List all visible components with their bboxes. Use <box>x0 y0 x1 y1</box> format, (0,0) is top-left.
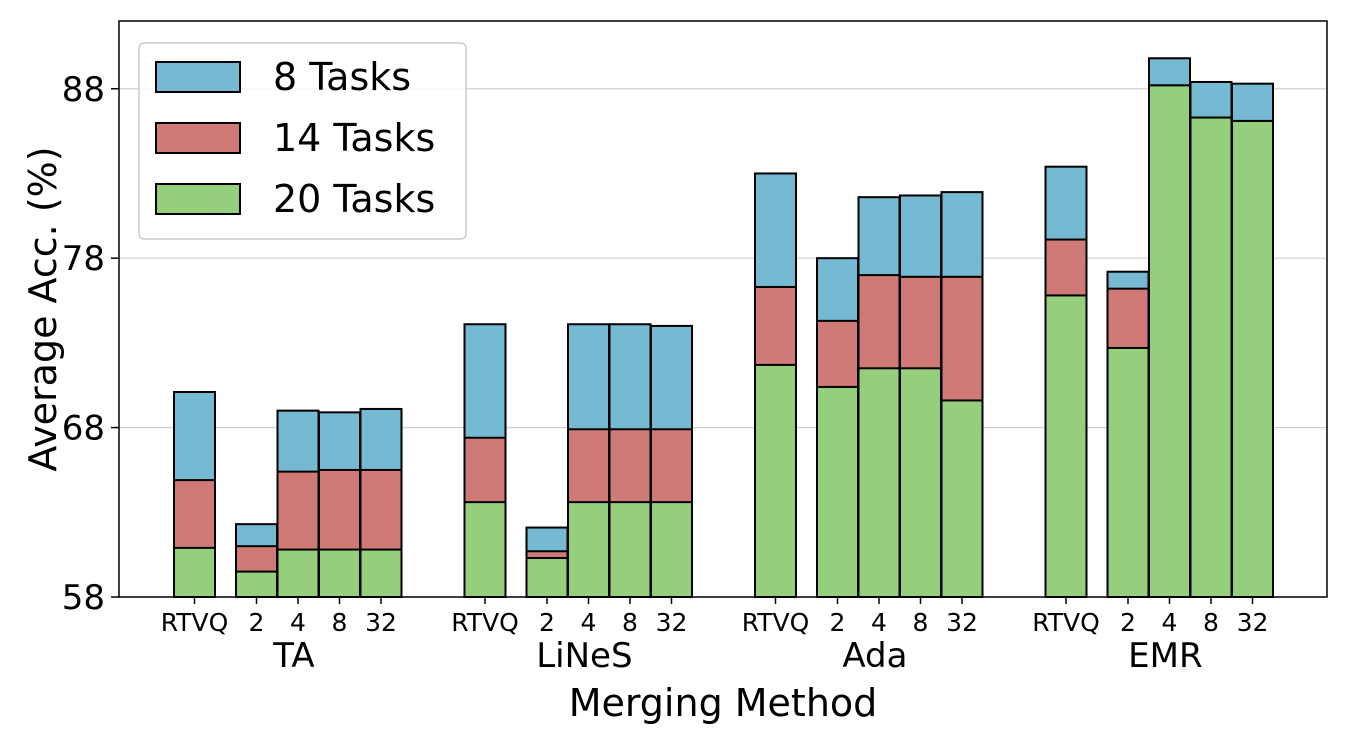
x-tick-label: 2 <box>1120 608 1136 637</box>
bar-group <box>463 323 693 599</box>
group-label: Ada <box>842 636 907 676</box>
y-tick-label: 78 <box>62 239 105 279</box>
group-label: EMR <box>1128 636 1202 676</box>
bar-20-tasks <box>857 367 901 599</box>
x-tick-label: RTVQ <box>742 608 810 637</box>
bar-20-tasks <box>235 570 278 599</box>
y-tick-label: 58 <box>62 578 105 618</box>
x-tick-label: 4 <box>581 608 597 637</box>
legend-entry: 8 Tasks <box>273 55 411 99</box>
legend-swatch <box>155 61 241 93</box>
x-tick-label: 32 <box>365 608 397 637</box>
legend-swatch <box>155 122 241 154</box>
bar-20-tasks <box>650 501 693 599</box>
group-label: LiNeS <box>536 636 632 676</box>
bar-20-tasks <box>1189 116 1233 599</box>
bar-20-tasks <box>1231 119 1274 598</box>
x-tick-label: 8 <box>1203 608 1219 637</box>
bar-20-tasks <box>276 548 320 598</box>
bar-20-tasks <box>173 546 216 599</box>
x-tick-label: 32 <box>946 608 978 637</box>
bar-20-tasks <box>567 501 610 599</box>
legend-swatch <box>155 183 241 215</box>
bar-20-tasks <box>754 363 797 598</box>
x-tick-label: RTVQ <box>161 608 229 637</box>
bar-20-tasks <box>1106 346 1150 598</box>
y-axis-label: Average Acc. (%) <box>21 146 65 471</box>
bar-20-tasks <box>318 548 361 598</box>
y-tick-label: 88 <box>62 70 105 110</box>
x-tick-label: RTVQ <box>1032 608 1100 637</box>
bar-20-tasks <box>816 385 859 598</box>
bar-20-tasks <box>940 399 984 599</box>
bar-group <box>754 172 984 599</box>
bar-20-tasks <box>1148 84 1191 599</box>
x-tick-label: 4 <box>1162 608 1178 637</box>
x-axis-label: Merging Method <box>569 681 878 725</box>
bars-layer <box>173 57 1274 599</box>
bar-20-tasks <box>1044 294 1088 598</box>
group-label: TA <box>272 636 314 676</box>
bar-20-tasks <box>608 501 652 599</box>
plot-frame <box>118 20 1328 598</box>
x-tick-label: 8 <box>332 608 348 637</box>
bar-20-tasks <box>463 501 507 599</box>
legend-entry: 20 Tasks <box>273 177 435 221</box>
x-tick-label: 2 <box>249 608 265 637</box>
x-tick-label: 32 <box>656 608 688 637</box>
legend: 8 Tasks 14 Tasks 20 Tasks <box>138 42 467 240</box>
bar-20-tasks <box>359 548 403 598</box>
x-tick-label: 4 <box>871 608 887 637</box>
x-tick-label: 2 <box>830 608 846 637</box>
legend-entry: 14 Tasks <box>273 116 435 160</box>
y-tick-label: 68 <box>62 409 105 449</box>
bar-20-tasks <box>899 367 942 599</box>
x-tick-label: 4 <box>290 608 306 637</box>
x-tick-label: RTVQ <box>451 608 519 637</box>
bar-group <box>173 391 403 599</box>
bar-20-tasks <box>525 557 569 598</box>
x-tick-label: 32 <box>1237 608 1269 637</box>
bar-group <box>1044 57 1274 599</box>
x-tick-label: 2 <box>539 608 555 637</box>
x-tick-label: 8 <box>913 608 929 637</box>
x-tick-label: 8 <box>622 608 638 637</box>
